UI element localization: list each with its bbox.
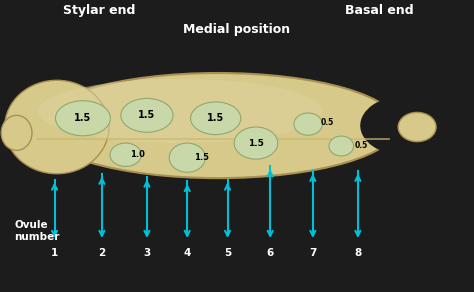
Ellipse shape — [5, 80, 109, 174]
Ellipse shape — [329, 136, 354, 156]
Text: 1.5: 1.5 — [138, 110, 155, 120]
Text: 1.5: 1.5 — [207, 113, 224, 123]
Ellipse shape — [234, 127, 278, 159]
Text: 8: 8 — [354, 248, 362, 258]
Ellipse shape — [360, 96, 446, 155]
Ellipse shape — [110, 143, 141, 166]
Text: Medial position: Medial position — [183, 23, 291, 36]
Ellipse shape — [1, 115, 32, 150]
Text: 4: 4 — [183, 248, 191, 258]
Text: 0.5: 0.5 — [355, 141, 368, 150]
Text: 2: 2 — [98, 248, 106, 258]
Ellipse shape — [169, 143, 205, 172]
Ellipse shape — [191, 102, 241, 135]
Ellipse shape — [121, 98, 173, 132]
Text: 1.5: 1.5 — [248, 139, 264, 147]
Ellipse shape — [398, 112, 436, 142]
Text: Basal end: Basal end — [345, 4, 413, 18]
Text: 3: 3 — [143, 248, 151, 258]
Text: Ovule
number: Ovule number — [14, 220, 60, 242]
Text: 1.0: 1.0 — [130, 150, 145, 159]
Ellipse shape — [38, 73, 398, 178]
Text: 1.5: 1.5 — [74, 113, 91, 123]
Text: 6: 6 — [266, 248, 274, 258]
Ellipse shape — [294, 113, 322, 135]
Text: 0.5: 0.5 — [320, 118, 334, 127]
Ellipse shape — [55, 101, 110, 136]
Text: 1.5: 1.5 — [194, 153, 209, 162]
Text: 7: 7 — [309, 248, 317, 258]
Ellipse shape — [38, 79, 322, 143]
Text: 5: 5 — [224, 248, 231, 258]
Text: 1: 1 — [51, 248, 58, 258]
Text: Stylar end: Stylar end — [64, 4, 136, 18]
